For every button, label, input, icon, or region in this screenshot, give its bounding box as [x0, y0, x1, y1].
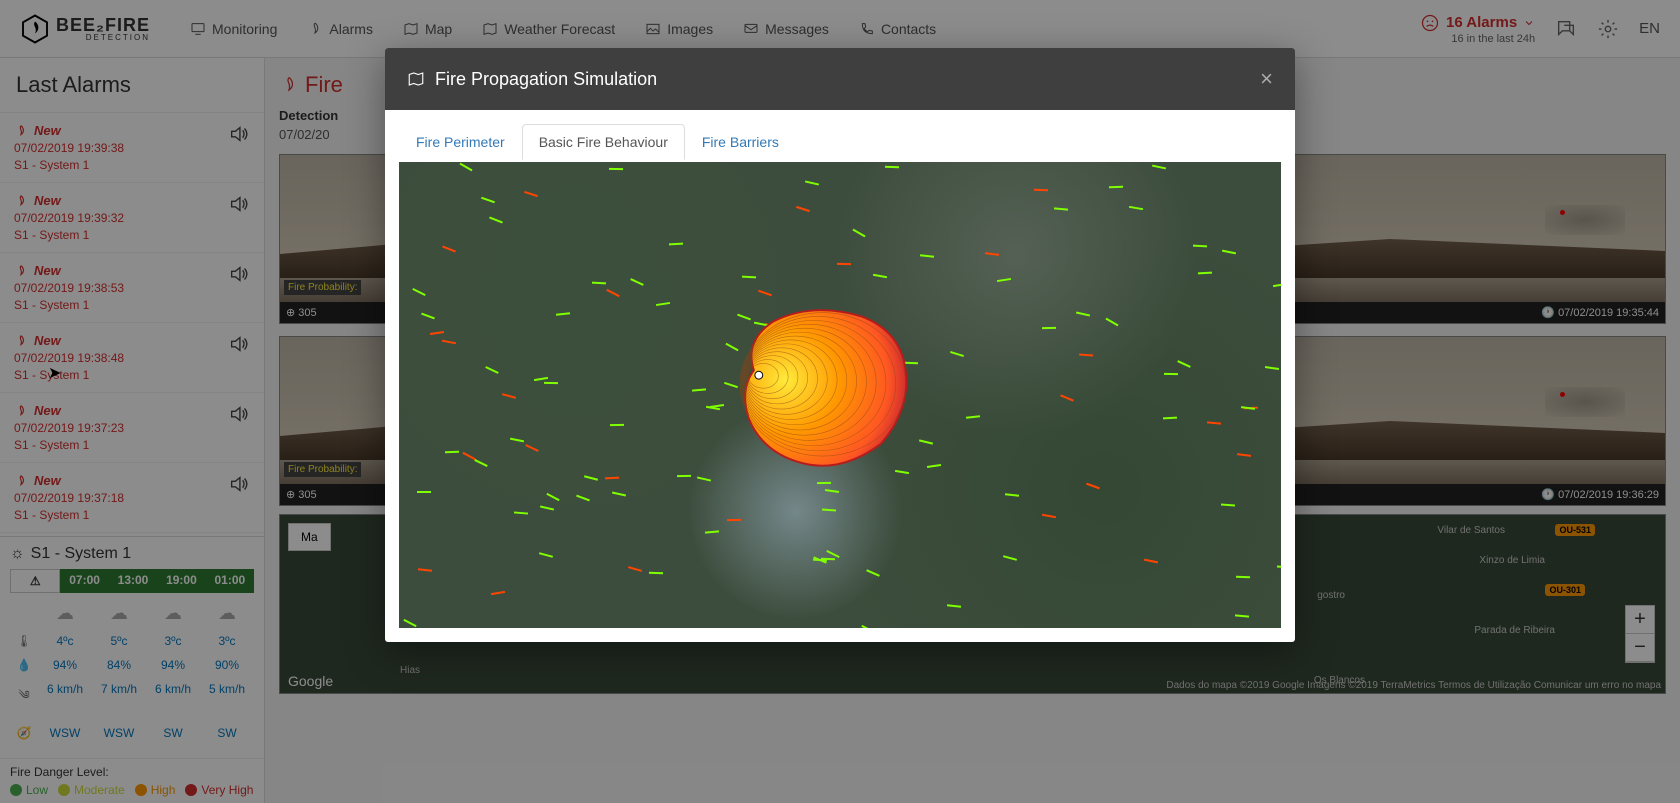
modal: Fire Propagation Simulation × Fire Perim…: [385, 48, 1295, 642]
modal-overlay[interactable]: Fire Propagation Simulation × Fire Perim…: [0, 0, 1680, 803]
tab-basic-fire-behaviour[interactable]: Basic Fire Behaviour: [522, 124, 685, 160]
map-icon: [407, 70, 425, 88]
modal-title-text: Fire Propagation Simulation: [435, 69, 657, 90]
tab-fire-perimeter[interactable]: Fire Perimeter: [399, 124, 522, 160]
fire-propagation-blob: [646, 292, 999, 488]
modal-tabs: Fire Perimeter Basic Fire Behaviour Fire…: [399, 124, 1281, 160]
tab-fire-barriers[interactable]: Fire Barriers: [685, 124, 796, 160]
close-button[interactable]: ×: [1260, 66, 1273, 92]
simulation-map[interactable]: [399, 162, 1281, 628]
modal-body: Fire Perimeter Basic Fire Behaviour Fire…: [385, 110, 1295, 642]
modal-header: Fire Propagation Simulation ×: [385, 48, 1295, 110]
